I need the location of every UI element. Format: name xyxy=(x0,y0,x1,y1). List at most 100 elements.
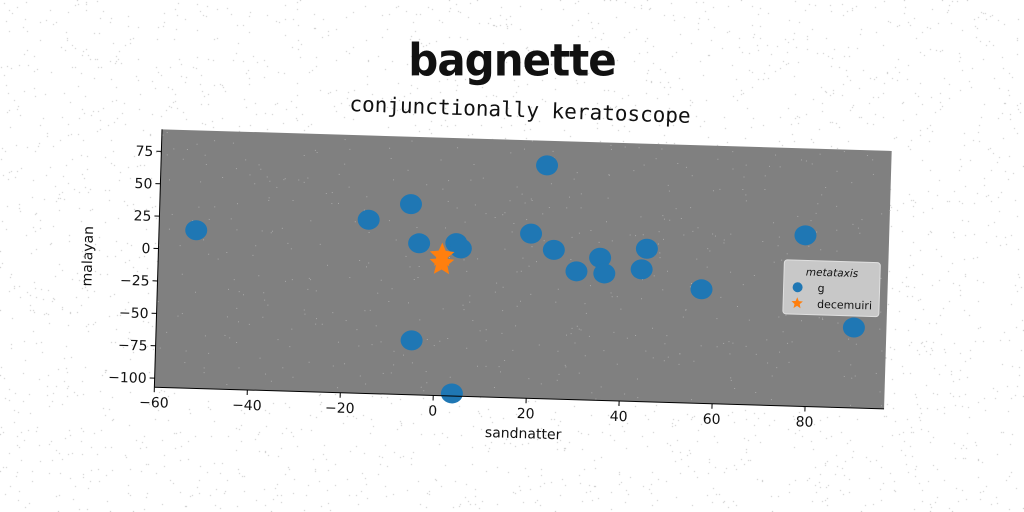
speckle xyxy=(348,186,350,188)
speckle xyxy=(315,290,317,292)
speckle xyxy=(825,186,827,188)
y-tick-label: 0 xyxy=(141,241,150,257)
speckle xyxy=(566,207,568,209)
speckle xyxy=(611,296,613,298)
speckle xyxy=(426,339,428,341)
speckle xyxy=(574,342,576,344)
speckle xyxy=(662,238,665,240)
speckle xyxy=(516,305,518,307)
speckle xyxy=(682,316,684,318)
speckle xyxy=(382,372,384,374)
speckle xyxy=(805,160,807,162)
legend: metataxis g decemuiri xyxy=(782,259,881,318)
speckle xyxy=(638,147,640,149)
speckle xyxy=(570,333,572,335)
speckle xyxy=(287,242,289,244)
speckle xyxy=(235,168,237,170)
speckle xyxy=(663,360,665,362)
speckle xyxy=(605,221,608,223)
speckle xyxy=(238,291,240,293)
speckle xyxy=(166,131,168,133)
speckle xyxy=(736,305,738,307)
speckle xyxy=(611,240,613,242)
speckle xyxy=(181,313,183,315)
speckle xyxy=(377,292,379,294)
speckle xyxy=(745,164,747,166)
speckle xyxy=(633,170,635,172)
speckle xyxy=(262,316,264,318)
speckle xyxy=(291,279,293,281)
speckle xyxy=(637,397,639,399)
speckle xyxy=(800,159,803,161)
data-point-g xyxy=(357,209,380,230)
speckle xyxy=(550,183,552,185)
speckle xyxy=(477,258,479,260)
speckle xyxy=(808,245,810,247)
speckle xyxy=(788,361,790,363)
speckle xyxy=(837,322,839,324)
speckle xyxy=(584,355,586,357)
speckle xyxy=(635,235,637,237)
speckle xyxy=(857,227,859,229)
speckle xyxy=(528,378,530,380)
speckle xyxy=(157,301,159,303)
speckle xyxy=(641,298,643,300)
speckle xyxy=(653,275,655,277)
speckle xyxy=(214,206,216,208)
speckle xyxy=(666,335,668,337)
speckle xyxy=(580,207,582,209)
speckle xyxy=(390,372,392,374)
speckle xyxy=(620,308,622,310)
speckle xyxy=(448,180,450,182)
speckle xyxy=(626,337,628,339)
speckle xyxy=(669,219,671,221)
speckle xyxy=(469,301,471,303)
speckle xyxy=(766,339,768,341)
speckle xyxy=(850,364,852,366)
speckle xyxy=(509,200,511,202)
speckle xyxy=(469,295,471,297)
speckle xyxy=(785,314,787,316)
speckle xyxy=(502,214,504,216)
speckle xyxy=(261,230,263,232)
speckle xyxy=(214,140,216,142)
speckle xyxy=(349,148,351,150)
speckle xyxy=(224,334,226,336)
speckle xyxy=(691,399,693,401)
speckle xyxy=(580,193,582,195)
speckle xyxy=(368,232,370,234)
speckle xyxy=(755,391,757,394)
speckle xyxy=(413,278,415,281)
speckle xyxy=(504,212,506,214)
speckle xyxy=(607,197,609,199)
speckle xyxy=(166,154,168,156)
speckle xyxy=(762,240,764,243)
speckle xyxy=(889,209,891,211)
speckle xyxy=(290,248,292,250)
speckle xyxy=(767,362,769,364)
speckle xyxy=(689,286,691,288)
speckle xyxy=(166,331,168,333)
speckle xyxy=(466,270,468,272)
speckle xyxy=(800,320,803,322)
speckle xyxy=(580,329,582,331)
speckle xyxy=(472,320,474,322)
speckle xyxy=(236,342,238,344)
speckle xyxy=(598,241,600,243)
speckle xyxy=(821,194,823,196)
speckle xyxy=(308,277,310,279)
speckle xyxy=(393,350,395,352)
speckle xyxy=(263,292,265,294)
speckle xyxy=(416,226,418,228)
speckle xyxy=(786,253,788,255)
speckle xyxy=(380,341,382,343)
points-layer xyxy=(157,131,891,408)
speckle xyxy=(696,258,698,260)
data-point-g xyxy=(449,238,472,259)
speckle xyxy=(652,327,654,329)
speckle xyxy=(298,179,300,181)
speckle xyxy=(875,372,877,374)
speckle xyxy=(283,179,285,181)
speckle xyxy=(854,375,856,377)
speckle xyxy=(691,175,693,177)
